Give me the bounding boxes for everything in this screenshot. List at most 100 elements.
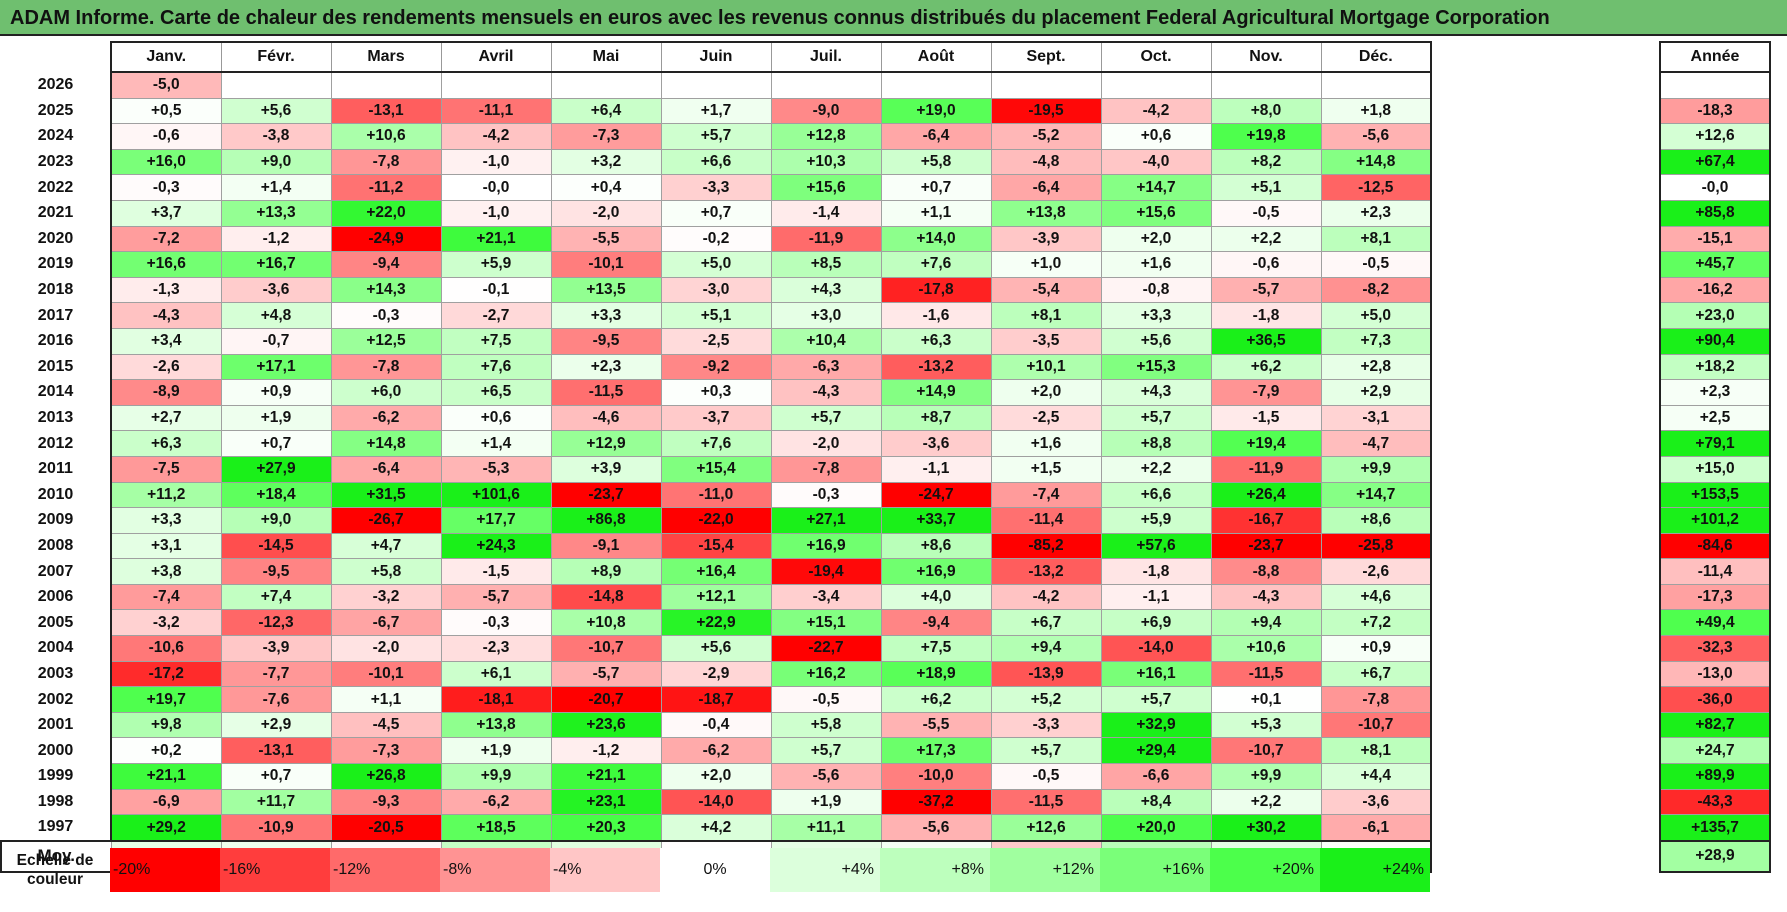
heat-cell: +8,1 bbox=[990, 302, 1102, 329]
heat-cell: +1,9 bbox=[770, 788, 882, 816]
scale-step: +8% bbox=[880, 848, 990, 892]
heat-cell: -7,6 bbox=[220, 686, 332, 713]
heat-cell: -13,1 bbox=[220, 737, 332, 765]
heat-cell: +5,6 bbox=[660, 635, 772, 662]
heat-cell: -1,1 bbox=[1100, 583, 1212, 611]
heat-cell: +18,9 bbox=[880, 660, 992, 688]
year-row-2021: 2021 +3,7 +13,3 +22,0 -1,0 -2,0 +0,7 -1,4 +1,1 +1… bbox=[1, 199, 1432, 227]
heat-cell: +6,6 bbox=[1100, 481, 1212, 509]
heat-cell: +8,2 bbox=[1210, 148, 1322, 176]
heat-cell: -1,8 bbox=[1210, 302, 1322, 329]
heat-cell: +5,7 bbox=[770, 737, 882, 765]
annual-row-2025: -18,3 bbox=[1659, 97, 1771, 125]
heat-cell: +14,8 bbox=[1320, 148, 1432, 176]
heat-cell: -2,6 bbox=[1320, 558, 1432, 585]
heat-cell: +3,3 bbox=[1100, 302, 1212, 329]
heat-cell: -6,1 bbox=[1320, 814, 1432, 842]
year-row-2008: 2008 +3,1 -14,5 +4,7 +24,3 -9,1 -15,4 +16,9 +8,6… bbox=[1, 532, 1432, 560]
heat-cell: +9,4 bbox=[1210, 609, 1322, 637]
heat-cell: -5,6 bbox=[770, 763, 882, 790]
heat-cell: -4,7 bbox=[1320, 430, 1432, 457]
heat-cell: +8,5 bbox=[770, 251, 882, 278]
heat-cell: +9,8 bbox=[110, 711, 222, 739]
annual-cell: +85,8 bbox=[1659, 199, 1771, 227]
annual-row-2015: +18,2 bbox=[1659, 353, 1771, 381]
scale-step: +16% bbox=[1100, 848, 1210, 892]
heat-cell: -9,5 bbox=[550, 327, 662, 355]
heat-cell: +101,6 bbox=[440, 481, 552, 509]
year-label: 2011 bbox=[38, 460, 73, 478]
heat-cell: -14,5 bbox=[220, 532, 332, 560]
heat-cell: +2,9 bbox=[1320, 379, 1432, 406]
heat-cell: +9,9 bbox=[440, 763, 552, 790]
annual-row-2013: +2,5 bbox=[1659, 404, 1771, 432]
heat-cell: -10,0 bbox=[880, 763, 992, 790]
heat-cell: +31,5 bbox=[330, 481, 442, 509]
month-header-6: Juin bbox=[660, 41, 772, 73]
heat-cell: +0,7 bbox=[880, 174, 992, 201]
heat-cell: +16,9 bbox=[770, 532, 882, 560]
year-label: 2005 bbox=[37, 613, 74, 631]
annual-cell: -13,0 bbox=[1659, 660, 1771, 688]
heat-cell bbox=[660, 71, 772, 99]
year-row-1997: 1997 +29,2 -10,9 -20,5 +18,5 +20,3 +4,2 +11,1 -5… bbox=[1, 814, 1432, 842]
heat-cell: +6,9 bbox=[1100, 609, 1212, 637]
heat-cell: +5,3 bbox=[1210, 711, 1322, 739]
heat-cell: -0,4 bbox=[660, 711, 772, 739]
heat-cell: -3,8 bbox=[220, 123, 332, 150]
heat-cell: +10,6 bbox=[1210, 635, 1322, 662]
heat-cell: +16,4 bbox=[660, 558, 772, 585]
heat-cell: +7,6 bbox=[440, 353, 552, 381]
heat-cell: -8,9 bbox=[110, 379, 222, 406]
heat-cell: +0,7 bbox=[220, 430, 332, 457]
heat-cell: -0,3 bbox=[440, 609, 552, 637]
annual-cell: -15,1 bbox=[1659, 225, 1771, 253]
year-label: 2001 bbox=[37, 716, 74, 734]
scale-step: +24% bbox=[1320, 848, 1430, 892]
heat-cell: +10,1 bbox=[990, 353, 1102, 381]
heat-cell: -0,3 bbox=[770, 481, 882, 509]
heat-cell: -11,0 bbox=[660, 481, 772, 509]
annual-cell: +101,2 bbox=[1659, 507, 1771, 534]
heat-cell: -6,9 bbox=[110, 788, 222, 816]
heat-cell: +5,7 bbox=[990, 737, 1102, 765]
heat-cell: -1,8 bbox=[1100, 558, 1212, 585]
heat-cell: +6,0 bbox=[330, 379, 442, 406]
heat-cell: -5,2 bbox=[990, 123, 1102, 150]
heat-cell: -13,2 bbox=[880, 353, 992, 381]
heat-cell: -3,9 bbox=[990, 225, 1102, 253]
annual-row-1998: -43,3 bbox=[1659, 788, 1771, 816]
annual-cell bbox=[1659, 71, 1771, 99]
annual-row-1997: +135,7 bbox=[1659, 814, 1771, 842]
heat-cell: -1,3 bbox=[110, 276, 222, 304]
heat-cell: +5,7 bbox=[1100, 686, 1212, 713]
heat-cell: -7,8 bbox=[1320, 686, 1432, 713]
heat-cell: +8,4 bbox=[1100, 788, 1212, 816]
heat-cell: -24,9 bbox=[330, 225, 442, 253]
heat-cell: +6,3 bbox=[880, 327, 992, 355]
heat-cell: -17,8 bbox=[880, 276, 992, 304]
heat-cell: -9,3 bbox=[330, 788, 442, 816]
heat-cell: +15,3 bbox=[1100, 353, 1212, 381]
heat-cell: +8,0 bbox=[1210, 97, 1322, 125]
month-header-12: Déc. bbox=[1320, 41, 1432, 73]
heat-cell: +7,2 bbox=[1320, 609, 1432, 637]
annual-cell: +89,9 bbox=[1659, 763, 1771, 790]
heat-cell: +23,6 bbox=[550, 711, 662, 739]
heat-cell: +6,3 bbox=[110, 430, 222, 457]
heat-cell: +1,4 bbox=[440, 430, 552, 457]
heat-cell: +7,6 bbox=[660, 430, 772, 457]
heat-cell: -6,6 bbox=[1100, 763, 1212, 790]
heat-cell: +6,2 bbox=[880, 686, 992, 713]
heat-cell bbox=[880, 71, 992, 99]
heat-cell: +1,1 bbox=[330, 686, 442, 713]
annual-cell: +15,0 bbox=[1659, 455, 1771, 483]
heat-cell: -2,0 bbox=[770, 430, 882, 457]
year-row-2005: 2005 -3,2 -12,3 -6,7 -0,3 +10,8 +22,9 +15,1 -9,4… bbox=[1, 609, 1432, 637]
heat-cell: -5,4 bbox=[990, 276, 1102, 304]
heat-cell: -3,7 bbox=[660, 404, 772, 432]
heat-cell: +17,7 bbox=[440, 507, 552, 534]
heat-cell: +14,7 bbox=[1100, 174, 1212, 201]
heat-cell: -4,0 bbox=[1100, 148, 1212, 176]
heat-cell: -1,6 bbox=[880, 302, 992, 329]
